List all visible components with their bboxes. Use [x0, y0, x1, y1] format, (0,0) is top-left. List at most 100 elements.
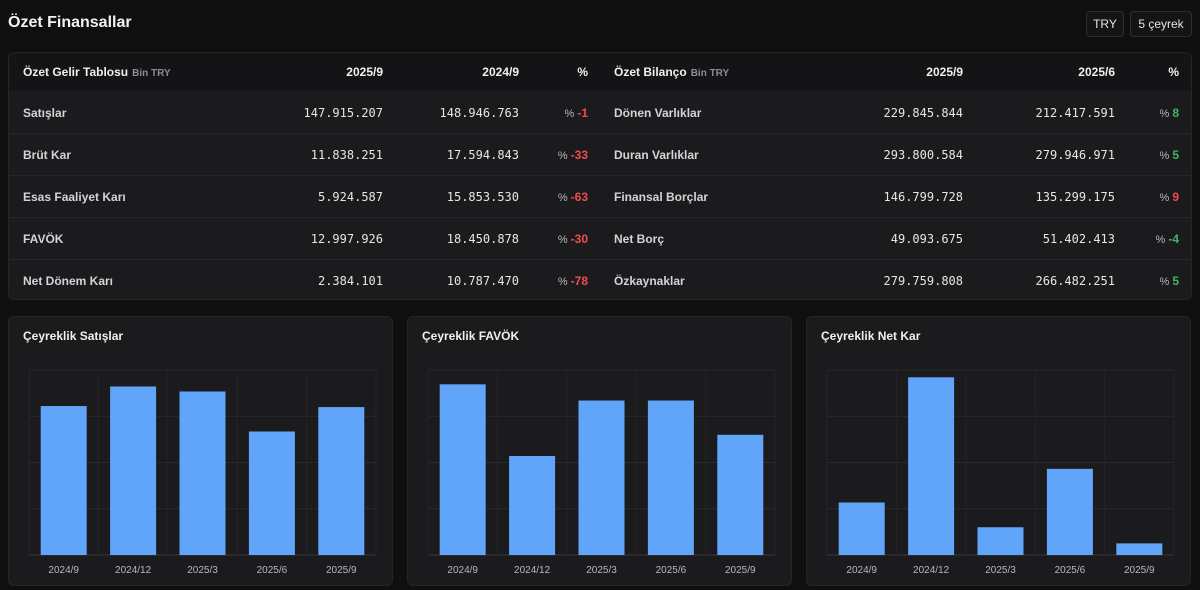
bar-2024-9[interactable]	[40, 406, 87, 555]
balance-row-label: Net Borç	[614, 232, 665, 246]
income-row-previous: 148.946.763	[439, 106, 519, 120]
x-tick-label: 2024/12	[514, 565, 551, 576]
balance-row-current: 293.800.584	[883, 148, 963, 162]
balance-col-current: 2025/9	[926, 65, 963, 79]
balance-row-change: % -4	[1156, 232, 1179, 246]
bar-2024-9[interactable]	[439, 384, 486, 555]
currency-button[interactable]: TRY	[1086, 11, 1124, 37]
balance-row-previous: 51.402.413	[1042, 232, 1115, 246]
income-row-previous: 15.853.530	[446, 190, 519, 204]
pct-value: 8	[1172, 106, 1179, 120]
pct-sign: %	[1159, 108, 1170, 120]
balance-row-current: 49.093.675	[890, 232, 963, 246]
income-row-label: Net Dönem Karı	[23, 274, 114, 288]
row-divider	[9, 217, 1191, 218]
pct-value: -33	[570, 148, 588, 162]
pct-sign: %	[1159, 192, 1170, 204]
income-row-previous: 17.594.843	[446, 148, 519, 162]
pct-value: -4	[1168, 232, 1179, 246]
income-col-previous: 2024/9	[482, 65, 519, 79]
pct-sign: %	[557, 234, 568, 246]
pct-sign: %	[1159, 150, 1170, 162]
pct-sign: %	[557, 276, 568, 288]
balance-table-title: Özet Bilanço Bin TRY	[614, 65, 730, 79]
bar-2024-12[interactable]	[908, 377, 955, 555]
income-row-change: % -78	[558, 274, 588, 288]
balance-row-current: 279.759.808	[883, 274, 963, 288]
income-col-pct: %	[577, 65, 588, 79]
balance-row-change: % 8	[1160, 106, 1179, 120]
balance-row-label: Dönen Varlıklar	[614, 106, 702, 120]
income-row-label: Esas Faaliyet Karı	[23, 190, 126, 204]
period-button[interactable]: 5 çeyrek	[1130, 11, 1192, 37]
bar-2025-6[interactable]	[248, 431, 295, 556]
pct-value: -1	[577, 106, 588, 120]
bar-2025-9[interactable]	[717, 434, 764, 555]
income-row-label: Brüt Kar	[23, 148, 72, 162]
x-tick-label: 2025/3	[586, 565, 617, 576]
bar-2024-12[interactable]	[509, 456, 556, 555]
bar-2025-9[interactable]	[1116, 543, 1163, 555]
income-row-current: 11.838.251	[310, 148, 383, 162]
income-row-previous: 10.787.470	[446, 274, 519, 288]
balance-row-label: Özkaynaklar	[614, 274, 685, 288]
pct-sign: %	[557, 192, 568, 204]
x-tick-label: 2024/12	[115, 565, 152, 576]
x-tick-label: 2024/9	[447, 565, 478, 576]
x-tick-label: 2025/3	[985, 565, 1016, 576]
pct-sign: %	[564, 108, 575, 120]
pct-value: -63	[570, 190, 588, 204]
bar-2025-3[interactable]	[179, 391, 226, 556]
balance-row-previous: 135.299.175	[1035, 190, 1115, 204]
income-row-change: % -1	[565, 106, 588, 120]
income-row-change: % -30	[558, 232, 588, 246]
balance-row-change: % 9	[1160, 190, 1179, 204]
bar-2025-6[interactable]	[1046, 468, 1093, 555]
bar-2024-9[interactable]	[838, 502, 885, 555]
balance-row-label: Duran Varlıklar	[614, 148, 699, 162]
x-tick-label: 2024/9	[48, 565, 79, 576]
income-col-current: 2025/9	[346, 65, 383, 79]
income-row-previous: 18.450.878	[446, 232, 519, 246]
x-tick-label: 2025/9	[326, 565, 357, 576]
income-row-label: FAVÖK	[23, 232, 64, 246]
balance-col-previous: 2025/6	[1078, 65, 1115, 79]
bar-2025-3[interactable]	[977, 527, 1024, 555]
table-header	[9, 53, 1191, 91]
top-bar: Özet Finansallar TRY 5 çeyrek	[0, 0, 1200, 46]
x-tick-label: 2025/9	[1124, 565, 1155, 576]
chart-title: Çeyreklik Net Kar	[821, 329, 921, 343]
page-title: Özet Finansallar	[8, 14, 132, 31]
chart-plot: 2024/9 2024/12 2025/3 2025/6 2025/9	[427, 369, 776, 576]
balance-unit: Bin TRY	[690, 68, 730, 79]
chart-plot: 2024/9 2024/12 2025/3 2025/6 2025/9	[826, 369, 1175, 576]
bar-2025-9[interactable]	[318, 407, 365, 555]
pct-value: -30	[570, 232, 588, 246]
balance-row-previous: 279.946.971	[1035, 148, 1115, 162]
balance-row-current: 146.799.728	[883, 190, 963, 204]
row-divider	[9, 259, 1191, 260]
balance-row-label: Finansal Borçlar	[614, 190, 709, 204]
income-row-current: 5.924.587	[317, 190, 383, 204]
pct-value: 5	[1172, 274, 1179, 288]
x-tick-label: 2025/9	[725, 565, 756, 576]
balance-col-pct: %	[1168, 65, 1179, 79]
balance-row-previous: 212.417.591	[1035, 106, 1115, 120]
x-tick-label: 2024/12	[913, 565, 950, 576]
bar-2025-3[interactable]	[578, 400, 625, 555]
x-tick-label: 2025/3	[187, 565, 218, 576]
chart-quarterly-net-profit: Çeyreklik Net Kar 2024/9 2024/12 2025/3 202…	[806, 316, 1191, 586]
income-unit: Bin TRY	[132, 68, 171, 79]
income-row-current: 2.384.101	[317, 274, 383, 288]
row-divider	[9, 133, 1191, 134]
pct-value: -78	[570, 274, 588, 288]
income-row-label: Satışlar	[23, 106, 67, 120]
pct-sign: %	[1155, 234, 1166, 246]
balance-row-current: 229.845.844	[883, 106, 963, 120]
bar-2024-12[interactable]	[110, 386, 157, 556]
balance-row-change: % 5	[1160, 274, 1179, 288]
bar-2025-6[interactable]	[647, 400, 694, 555]
chart-title: Çeyreklik Satışlar	[23, 329, 124, 343]
row-divider	[9, 175, 1191, 176]
x-tick-label: 2025/6	[1055, 565, 1086, 576]
